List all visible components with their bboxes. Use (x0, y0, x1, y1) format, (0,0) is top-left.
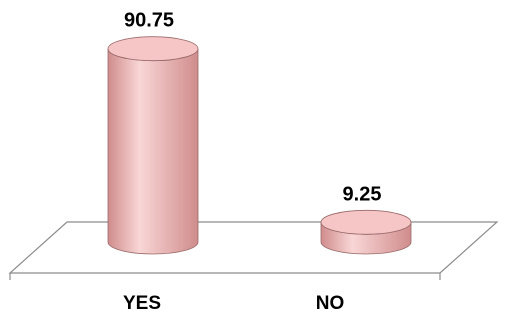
category-labels: YES NO (123, 293, 344, 314)
data-label-yes: 90.75 (124, 10, 174, 32)
bar-series (107, 36, 412, 255)
category-label-no: NO (316, 293, 345, 314)
category-label-yes: YES (123, 293, 161, 314)
bar-top-yes (107, 36, 199, 62)
bar-body-yes (107, 48, 199, 255)
bar-top-no (320, 209, 412, 235)
bar-no (320, 209, 412, 255)
data-labels: 90.75 9.25 (124, 10, 382, 206)
data-label-no: 9.25 (343, 183, 382, 205)
chart-floor (8, 221, 499, 280)
bar-yes (107, 36, 199, 255)
floor-plane (8, 221, 499, 274)
